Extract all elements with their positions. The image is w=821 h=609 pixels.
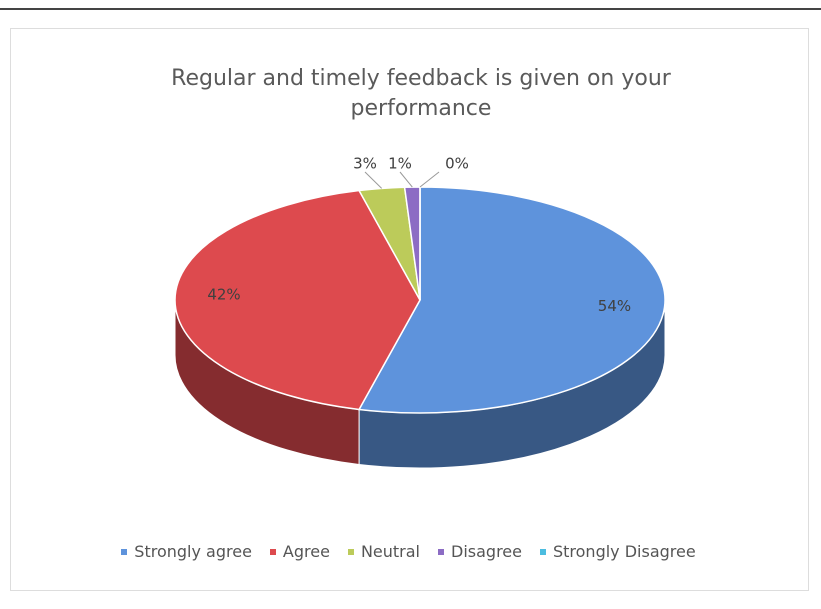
data-label: 54% — [598, 297, 631, 315]
data-label: 1% — [388, 155, 412, 173]
legend-item: Neutral — [347, 542, 420, 561]
pie-slice — [174, 189, 421, 411]
legend-label: Neutral — [360, 542, 420, 561]
legend-label: Strongly Disagree — [552, 542, 696, 561]
chart-frame — [10, 28, 809, 591]
legend-item: Strongly Disagree — [539, 542, 696, 561]
leader-line — [364, 171, 383, 189]
leader-line — [419, 171, 440, 188]
data-label: 0% — [445, 155, 469, 173]
legend: Strongly agree Agree Neutral Disagree Strong… — [10, 542, 807, 561]
separator — [0, 8, 821, 10]
leader-line — [399, 171, 413, 188]
legend-swatch — [269, 548, 276, 555]
chart-title: Regular and timely feedback is given on … — [171, 66, 671, 121]
legend-swatch — [347, 548, 354, 555]
legend-swatch — [438, 548, 444, 555]
legend-item: Disagree — [438, 542, 522, 561]
pie-slice — [357, 186, 666, 414]
data-label: 3% — [353, 155, 377, 173]
legend-label: Disagree — [451, 542, 522, 561]
data-label: 42% — [207, 286, 240, 304]
legend-swatch — [539, 548, 546, 555]
legend-item: Agree — [269, 542, 330, 561]
legend-swatch — [121, 548, 128, 555]
legend-label: Strongly agree — [134, 542, 252, 561]
legend-item: Strongly agree — [121, 542, 252, 561]
legend-label: Agree — [282, 542, 330, 561]
